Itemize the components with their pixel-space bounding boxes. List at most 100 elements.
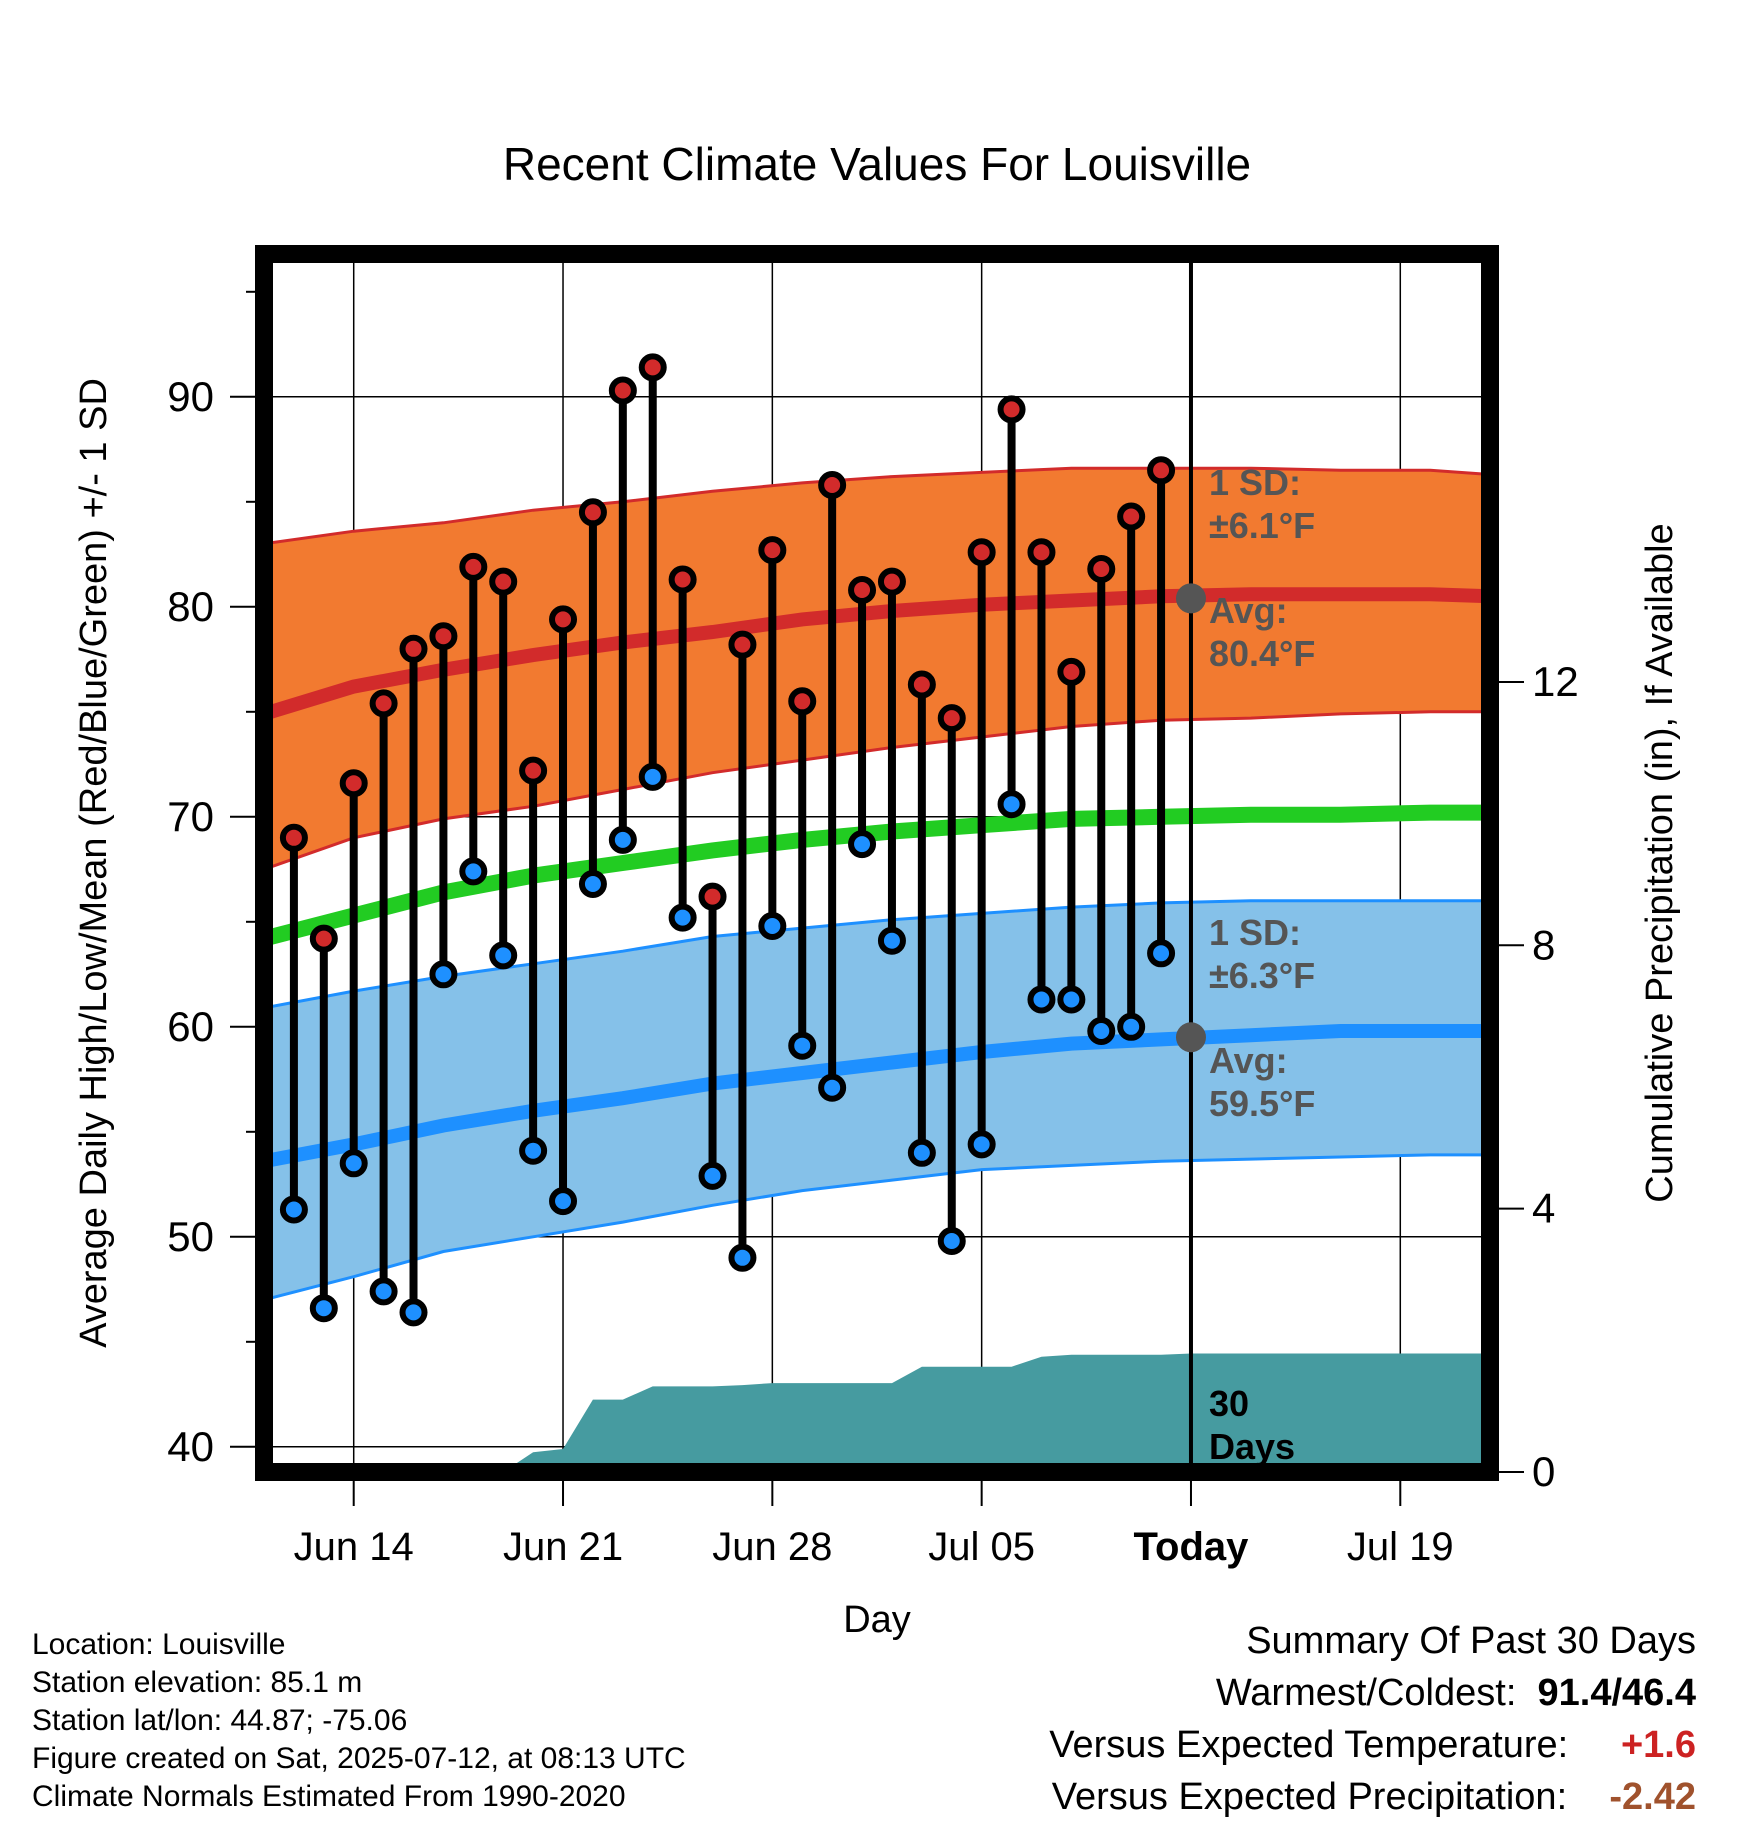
obs-high-point — [997, 395, 1026, 424]
x-axis-label: Day — [843, 1599, 911, 1641]
x-tick-label: Jul 19 — [1347, 1525, 1454, 1569]
obs-high-point — [967, 538, 996, 567]
x-tick-label: Jun 21 — [503, 1525, 623, 1569]
obs-low-point — [818, 1073, 847, 1102]
obs-high-point — [848, 576, 877, 604]
low-avg-line — [264, 1024, 1490, 1169]
y2-axis-label: Cumulative Precipitation (in), If Availa… — [1639, 523, 1681, 1202]
obs-low-point — [1117, 1012, 1146, 1041]
summary-temp: Versus Expected Temperature: +1.6 — [1049, 1724, 1696, 1767]
precip-departure-value: -2.42 — [1609, 1776, 1696, 1818]
low-avg-value: 59.5°F — [1209, 1083, 1315, 1124]
warmest-coldest-label: Warmest/Coldest: — [1215, 1672, 1517, 1714]
obs-low-point — [519, 1136, 548, 1165]
obs-high-point — [1087, 555, 1116, 583]
days-count-label: 30 — [1209, 1383, 1249, 1424]
obs-high-point — [788, 687, 817, 716]
info-created: Figure created on Sat, 2025-07-12, at 08… — [32, 1742, 686, 1775]
x-tick-label: Jul 05 — [928, 1525, 1035, 1569]
obs-high-point — [1147, 456, 1176, 485]
obs-low-point — [937, 1227, 966, 1255]
high-avg-label: Avg: — [1209, 590, 1288, 631]
low-sd-value: ±6.3°F — [1209, 955, 1315, 996]
y-tick-label: 50 — [167, 1213, 214, 1260]
grid-lines — [264, 254, 1490, 1472]
today-low-avg-marker — [1175, 1022, 1206, 1053]
obs-high-point — [1027, 538, 1056, 567]
obs-low-point — [459, 857, 488, 886]
info-elevation: Station elevation: 85.1 m — [32, 1666, 363, 1699]
observations — [279, 353, 1176, 1327]
summary-warmest-coldest: Warmest/Coldest: 91.4/46.4 — [1216, 1672, 1696, 1715]
y-tick-label: 90 — [167, 373, 214, 420]
obs-high-point — [638, 353, 667, 382]
today-high-avg-marker — [1175, 583, 1206, 614]
info-location: Location: Louisville — [32, 1628, 286, 1661]
obs-high-point — [339, 769, 368, 798]
obs-high-point — [698, 882, 727, 911]
obs-high-point — [668, 565, 697, 594]
obs-low-point — [369, 1277, 398, 1306]
obs-low-point — [967, 1130, 996, 1159]
low-sd-lower-edge — [264, 1153, 1490, 1302]
climate-chart: 40 50 60 70 80 90 0 4 8 12 Jun 14 Jun 21 Jun 28 Jul 0… — [73, 138, 1681, 1641]
summary-title: Summary Of Past 30 Days — [1246, 1620, 1696, 1662]
x-tick-label: Jun 28 — [712, 1525, 832, 1569]
y-tick-label: 70 — [167, 793, 214, 840]
obs-low-point — [848, 830, 877, 859]
obs-low-point — [489, 941, 518, 970]
high-sd-label: 1 SD: — [1209, 462, 1301, 503]
obs-low-point — [728, 1243, 757, 1272]
obs-low-point — [758, 912, 787, 940]
obs-low-point — [698, 1161, 727, 1190]
obs-low-point — [638, 762, 667, 791]
x-tick-label: Jun 14 — [294, 1525, 414, 1569]
obs-high-point — [1117, 502, 1146, 531]
obs-high-point — [489, 567, 518, 596]
obs-low-point — [309, 1294, 338, 1323]
obs-low-point — [877, 926, 906, 955]
obs-high-point — [728, 630, 757, 659]
y-tick-label: 80 — [167, 583, 214, 630]
y-axis-label: Average Daily High/Low/Mean (Red/Blue/Gr… — [73, 378, 115, 1348]
plot-border — [255, 245, 1499, 1481]
obs-high-point — [608, 376, 637, 405]
obs-low-point — [429, 960, 458, 989]
obs-high-point — [937, 704, 966, 733]
temp-departure-value: +1.6 — [1620, 1724, 1696, 1766]
y2-tick-label: 4 — [1532, 1185, 1555, 1232]
chart-title: Recent Climate Values For Louisville — [503, 138, 1251, 190]
summary-precip: Versus Expected Precipitation: -2.42 — [1052, 1776, 1696, 1819]
info-latlon: Station lat/lon: 44.87; -75.06 — [32, 1704, 408, 1737]
obs-high-point — [399, 634, 428, 663]
low-sd-label: 1 SD: — [1209, 912, 1301, 953]
obs-low-point — [399, 1298, 428, 1327]
high-sd-value: ±6.1°F — [1209, 505, 1315, 546]
obs-high-point — [758, 536, 787, 565]
days-word-label: Days — [1209, 1426, 1295, 1467]
temp-departure-label: Versus Expected Temperature: — [1049, 1724, 1569, 1766]
obs-low-point — [788, 1031, 817, 1060]
plot-frame — [255, 245, 1499, 1481]
obs-high-point — [578, 498, 607, 527]
y2-tick-label: 12 — [1532, 658, 1579, 705]
obs-high-point — [429, 622, 458, 651]
high-sd-band — [264, 468, 1490, 870]
obs-low-point — [279, 1195, 308, 1224]
obs-low-point — [608, 825, 637, 854]
obs-low-point — [339, 1149, 368, 1178]
obs-high-point — [519, 756, 548, 785]
obs-low-point — [1057, 985, 1086, 1014]
high-avg-value: 80.4°F — [1209, 633, 1315, 674]
info-normals: Climate Normals Estimated From 1990-2020 — [32, 1780, 626, 1813]
high-sd-upper-edge — [264, 466, 1490, 546]
precip-departure-label: Versus Expected Precipitation: — [1051, 1776, 1568, 1818]
obs-high-point — [549, 605, 578, 634]
obs-low-point — [668, 903, 697, 932]
obs-high-point — [309, 924, 338, 953]
obs-low-point — [1147, 939, 1176, 968]
axes: 40 50 60 70 80 90 0 4 8 12 Jun 14 Jun 21 Jun 28 Jul 0… — [73, 138, 1681, 1641]
y2-tick-label: 8 — [1532, 921, 1555, 968]
obs-low-point — [997, 790, 1026, 819]
